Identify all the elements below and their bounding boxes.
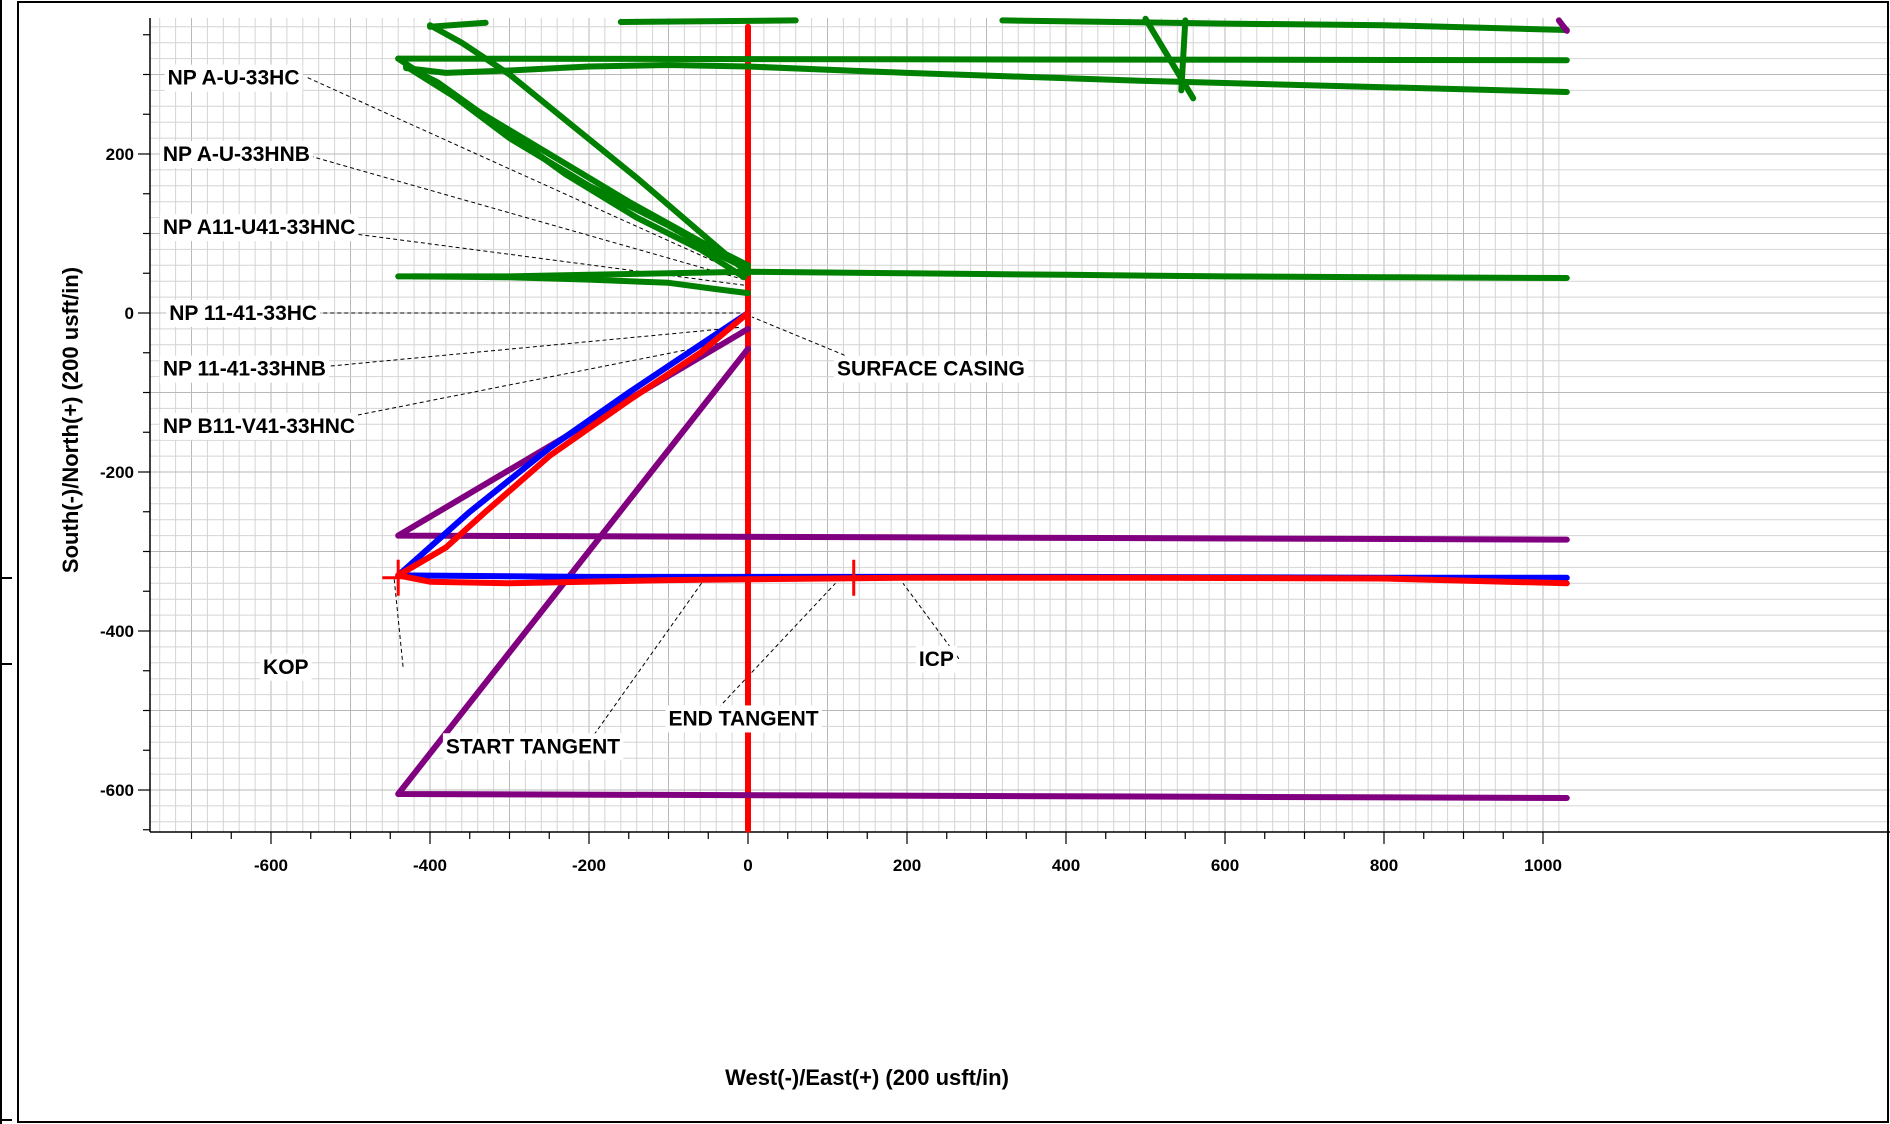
annotation-label: NP 11-41-33HC: [169, 302, 317, 325]
annotation-label-background: [159, 214, 359, 242]
annotation-label: NP A-U-33HNB: [163, 143, 310, 166]
annotation-leaders: [302, 77, 960, 747]
annotation-leader: [708, 582, 836, 719]
y-tick-label: 200: [106, 145, 134, 164]
annotation-label: NP A11-U41-33HNC: [163, 216, 356, 239]
series: [395, 15, 1570, 833]
series-line-16: [1555, 17, 1570, 34]
annotation-leader: [393, 579, 404, 667]
axes: -600 -400 -200 0 200 400 600 800 1000 -600 -400 -20…: [100, 18, 1890, 875]
annotation-label: SURFACE CASING: [837, 358, 1025, 381]
x-tick-label: -600: [254, 856, 288, 875]
y-tick-label: -600: [100, 781, 134, 800]
left-panel-edge: [0, 0, 12, 1124]
y-axis-title: South(-)/North(+) (200 usft/in): [58, 267, 83, 573]
x-tick-label: 400: [1052, 856, 1080, 875]
annotation-leader: [302, 326, 741, 370]
series-line-3: [427, 19, 489, 30]
annotation-label-background: [442, 733, 624, 761]
annotation-label: NP B11-V41-33HNC: [163, 415, 355, 438]
chart-frame: [17, 1, 1889, 1123]
annotation-label-background: [166, 300, 321, 327]
annotation-leader: [307, 77, 745, 276]
annotation-label-background: [260, 653, 312, 681]
annotation-label-background: [159, 141, 313, 168]
annotation-label: NP 11-41-33HNB: [163, 358, 326, 381]
x-tick-label: 200: [893, 856, 921, 875]
annotation-label-background: [915, 645, 957, 673]
x-tick-label: 1000: [1524, 856, 1562, 875]
series-line-6: [427, 22, 751, 277]
annotation-leader: [585, 579, 705, 747]
annotation-label: START TANGENT: [446, 735, 620, 758]
series-line-18: [395, 310, 1570, 587]
annotation-label: END TANGENT: [669, 707, 819, 730]
x-tick-label: 800: [1370, 856, 1398, 875]
x-tick-label: -400: [413, 856, 447, 875]
markers: [382, 559, 856, 596]
series-line-15: [395, 345, 1570, 801]
series-line-1: [395, 55, 1570, 64]
x-axis-title: West(-)/East(+) (200 usft/in): [725, 1065, 1009, 1090]
annotation-label-background: [164, 64, 303, 92]
series-line-9: [403, 63, 747, 281]
annotation-label-background: [834, 355, 1028, 383]
series-line-5: [999, 17, 1570, 33]
annotation-labels: NP A-U-33HC NP A-U-33HNB NP A11-U41-33HNC N…: [159, 64, 1028, 761]
x-tick-label: 0: [743, 856, 752, 875]
annotation-label: KOP: [263, 656, 309, 679]
y-tick-label: 0: [125, 304, 134, 323]
annotation-label-background: [159, 412, 359, 440]
series-line-13: [1178, 17, 1189, 94]
series-line-2: [403, 62, 1570, 95]
y-tick-label: -400: [100, 622, 134, 641]
y-tick-label: -200: [100, 463, 134, 482]
annotation-label: NP A-U-33HC: [168, 67, 300, 90]
x-tick-label: 600: [1211, 856, 1239, 875]
series-line-4: [617, 17, 799, 25]
x-tick-label: -200: [572, 856, 606, 875]
series-line-11: [395, 268, 1570, 281]
annotation-label-background: [665, 705, 822, 733]
annotation-leader: [302, 340, 733, 427]
series-line-12: [1142, 15, 1197, 102]
annotation-label-background: [159, 355, 329, 383]
annotation-label: ICP: [919, 648, 954, 671]
